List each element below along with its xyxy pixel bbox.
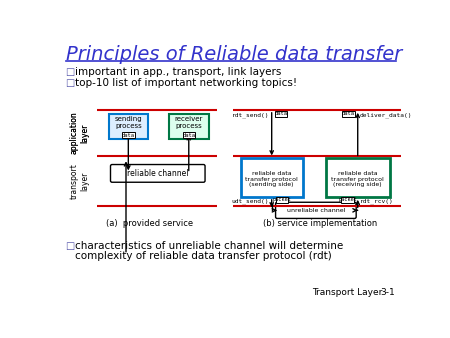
- Text: Principles of Reliable data transfer: Principles of Reliable data transfer: [66, 45, 402, 64]
- Text: reliable data
transfer protocol
(receiving side): reliable data transfer protocol (receivi…: [331, 171, 384, 188]
- FancyBboxPatch shape: [275, 111, 287, 117]
- Text: udt_send(): udt_send(): [232, 198, 270, 204]
- FancyBboxPatch shape: [241, 159, 303, 197]
- Text: reliable data
transfer protocol
(sending side): reliable data transfer protocol (sending…: [245, 171, 298, 188]
- Text: 3-1: 3-1: [380, 288, 395, 297]
- Text: important in app., transport, link layers: important in app., transport, link layer…: [75, 67, 281, 77]
- FancyBboxPatch shape: [342, 197, 354, 203]
- FancyBboxPatch shape: [111, 165, 205, 182]
- Text: data: data: [182, 133, 195, 138]
- Text: packet: packet: [338, 197, 357, 202]
- Text: top-10 list of important networking topics!: top-10 list of important networking topi…: [75, 77, 297, 88]
- FancyBboxPatch shape: [122, 132, 135, 138]
- Text: receiver
process: receiver process: [175, 116, 203, 129]
- FancyBboxPatch shape: [275, 197, 288, 203]
- Text: application
layer: application layer: [70, 112, 89, 154]
- Text: rdt_rcv(): rdt_rcv(): [360, 198, 394, 204]
- Text: (a)  provided service: (a) provided service: [106, 219, 193, 228]
- Text: Transport Layer: Transport Layer: [312, 288, 382, 297]
- Text: characteristics of unreliable channel will determine: characteristics of unreliable channel wi…: [75, 241, 343, 251]
- Text: rdt_send(): rdt_send(): [232, 112, 270, 118]
- Text: data: data: [122, 133, 135, 138]
- Text: data: data: [274, 111, 288, 116]
- Text: packet: packet: [272, 197, 291, 202]
- FancyBboxPatch shape: [169, 115, 209, 139]
- FancyBboxPatch shape: [275, 202, 356, 218]
- Text: deliver_data(): deliver_data(): [360, 112, 413, 118]
- Text: reliable channel: reliable channel: [127, 169, 189, 178]
- FancyBboxPatch shape: [342, 111, 355, 117]
- FancyBboxPatch shape: [109, 115, 148, 139]
- Text: transport
layer: transport layer: [70, 163, 89, 199]
- FancyBboxPatch shape: [326, 159, 390, 197]
- Text: unreliable channel: unreliable channel: [287, 208, 345, 213]
- Text: □: □: [66, 77, 75, 88]
- Text: data: data: [342, 111, 355, 116]
- Text: application
layer: application layer: [70, 112, 89, 154]
- Text: sending
process: sending process: [114, 116, 142, 129]
- Text: □: □: [66, 241, 75, 251]
- FancyBboxPatch shape: [183, 132, 195, 138]
- Text: □: □: [66, 67, 75, 77]
- Text: complexity of reliable data transfer protocol (rdt): complexity of reliable data transfer pro…: [75, 251, 332, 261]
- Text: (b) service implementation: (b) service implementation: [263, 219, 377, 228]
